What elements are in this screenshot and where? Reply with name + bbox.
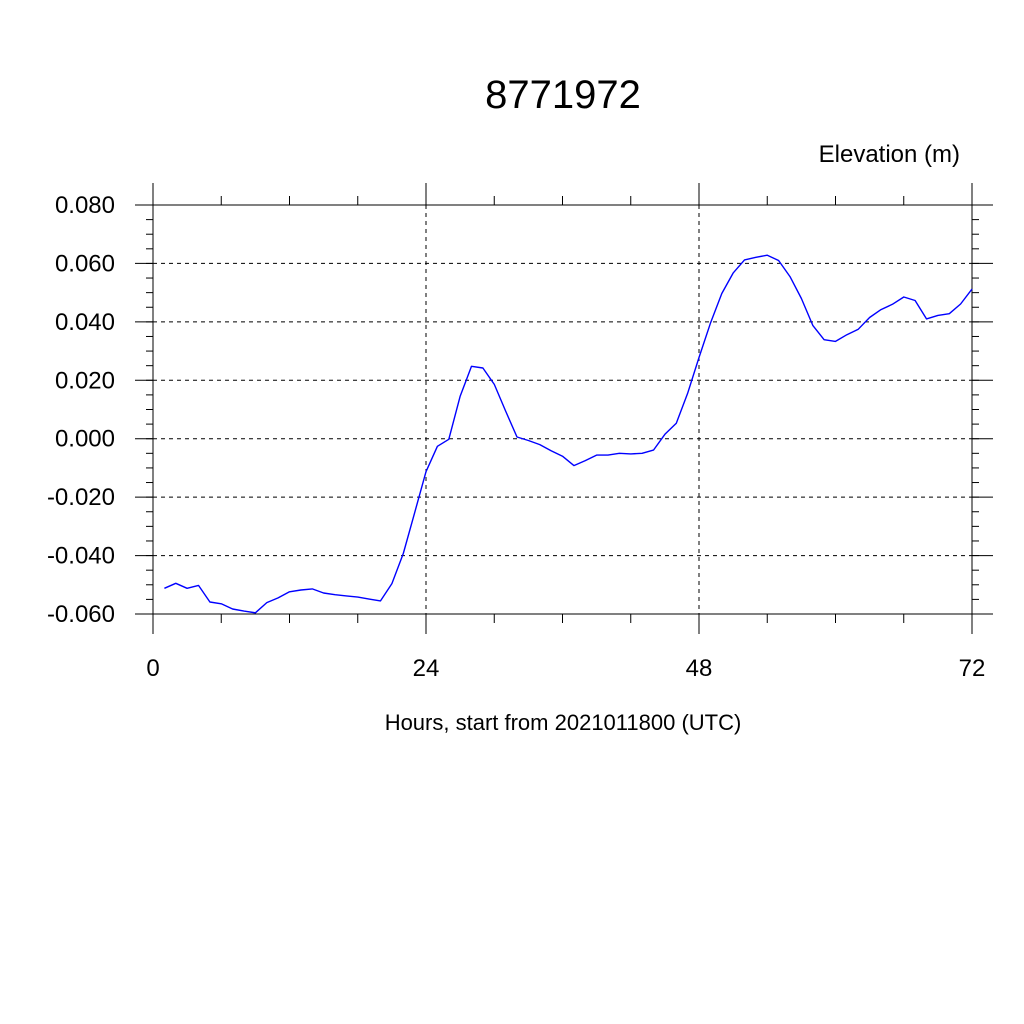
x-tick-label: 48 — [686, 655, 713, 682]
x-axis-label: Hours, start from 2021011800 (UTC) — [385, 710, 742, 735]
plot-frame — [152, 204, 973, 615]
x-tick-label: 24 — [413, 655, 440, 682]
y-tick-label: 0.040 — [55, 309, 115, 336]
y-tick-label: 0.000 — [55, 426, 115, 453]
y-tick-label: -0.020 — [47, 484, 115, 511]
x-tick-label: 0 — [146, 655, 159, 682]
x-tick-label: 72 — [959, 655, 986, 682]
grid — [152, 204, 973, 615]
chart-title: 8771972 — [485, 73, 641, 117]
tick-labels: -0.060 -0.040 -0.020 0.000 0.020 0.040 0.060 0.… — [47, 192, 985, 682]
y-tick-label: 0.060 — [55, 250, 115, 277]
y-axis-unit-label: Elevation (m) — [819, 141, 960, 168]
axis-ticks — [135, 183, 993, 634]
y-tick-label: 0.020 — [55, 367, 115, 394]
y-tick-label: -0.060 — [47, 601, 115, 628]
y-tick-label: 0.080 — [55, 192, 115, 219]
y-tick-label: -0.040 — [47, 543, 115, 570]
series-group — [164, 254, 973, 614]
elevation-series-line — [164, 254, 973, 614]
